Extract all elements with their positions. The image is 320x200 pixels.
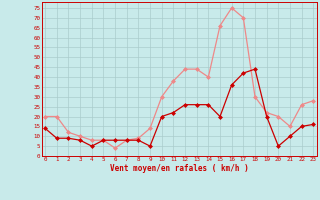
X-axis label: Vent moyen/en rafales ( km/h ): Vent moyen/en rafales ( km/h ) [110, 164, 249, 173]
